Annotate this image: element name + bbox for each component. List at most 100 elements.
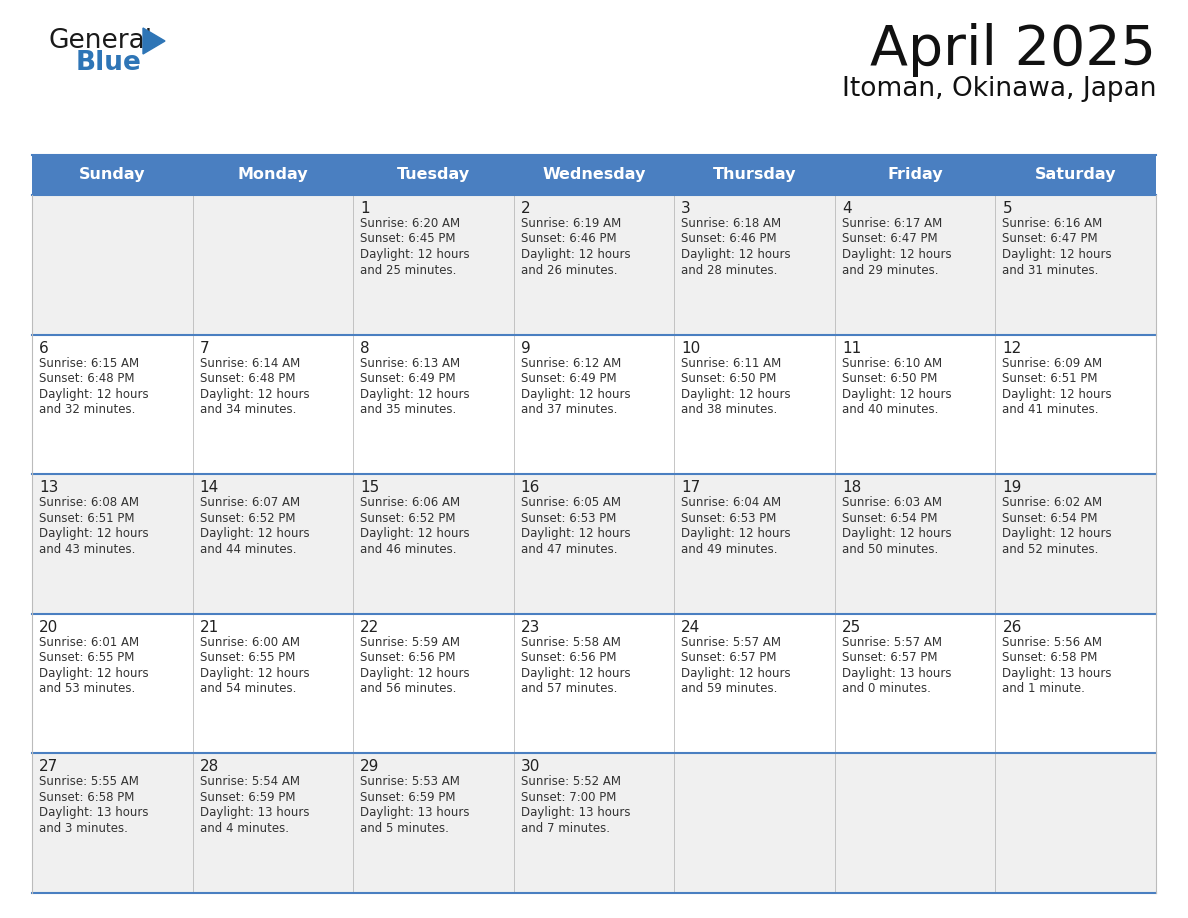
Text: Sunrise: 6:20 AM: Sunrise: 6:20 AM bbox=[360, 217, 460, 230]
Text: Sunset: 6:50 PM: Sunset: 6:50 PM bbox=[842, 372, 937, 385]
Text: Sunset: 6:59 PM: Sunset: 6:59 PM bbox=[200, 791, 295, 804]
Text: Daylight: 12 hours: Daylight: 12 hours bbox=[200, 527, 309, 540]
Text: Sunset: 6:49 PM: Sunset: 6:49 PM bbox=[520, 372, 617, 385]
Text: Sunrise: 6:17 AM: Sunrise: 6:17 AM bbox=[842, 217, 942, 230]
Text: 7: 7 bbox=[200, 341, 209, 355]
Text: Sunrise: 5:57 AM: Sunrise: 5:57 AM bbox=[842, 636, 942, 649]
Text: and 26 minutes.: and 26 minutes. bbox=[520, 263, 618, 276]
Text: 11: 11 bbox=[842, 341, 861, 355]
Polygon shape bbox=[143, 28, 165, 54]
Text: Sunset: 6:51 PM: Sunset: 6:51 PM bbox=[39, 511, 134, 525]
Text: Sunrise: 6:05 AM: Sunrise: 6:05 AM bbox=[520, 497, 620, 509]
Text: and 49 minutes.: and 49 minutes. bbox=[681, 543, 778, 555]
Text: Daylight: 13 hours: Daylight: 13 hours bbox=[842, 666, 952, 680]
Text: Daylight: 13 hours: Daylight: 13 hours bbox=[200, 806, 309, 820]
Text: 2: 2 bbox=[520, 201, 530, 216]
Text: 26: 26 bbox=[1003, 620, 1022, 635]
Text: Sunrise: 6:15 AM: Sunrise: 6:15 AM bbox=[39, 356, 139, 370]
Text: 30: 30 bbox=[520, 759, 541, 775]
Text: 21: 21 bbox=[200, 620, 219, 635]
Text: 23: 23 bbox=[520, 620, 541, 635]
Text: Sunset: 6:52 PM: Sunset: 6:52 PM bbox=[360, 511, 456, 525]
Text: and 46 minutes.: and 46 minutes. bbox=[360, 543, 456, 555]
Text: Daylight: 12 hours: Daylight: 12 hours bbox=[842, 527, 952, 540]
Text: 10: 10 bbox=[681, 341, 701, 355]
Text: 25: 25 bbox=[842, 620, 861, 635]
Text: Daylight: 12 hours: Daylight: 12 hours bbox=[520, 666, 631, 680]
Text: 24: 24 bbox=[681, 620, 701, 635]
Text: Daylight: 12 hours: Daylight: 12 hours bbox=[39, 527, 148, 540]
Text: and 3 minutes.: and 3 minutes. bbox=[39, 822, 128, 834]
Text: Sunrise: 6:00 AM: Sunrise: 6:00 AM bbox=[200, 636, 299, 649]
Text: and 7 minutes.: and 7 minutes. bbox=[520, 822, 609, 834]
Text: and 40 minutes.: and 40 minutes. bbox=[842, 403, 939, 416]
Text: Sunrise: 6:08 AM: Sunrise: 6:08 AM bbox=[39, 497, 139, 509]
Text: Sunset: 6:51 PM: Sunset: 6:51 PM bbox=[1003, 372, 1098, 385]
Text: Blue: Blue bbox=[76, 50, 141, 76]
Text: Friday: Friday bbox=[887, 167, 943, 183]
Text: Daylight: 12 hours: Daylight: 12 hours bbox=[1003, 527, 1112, 540]
Text: Wednesday: Wednesday bbox=[542, 167, 646, 183]
Text: Daylight: 12 hours: Daylight: 12 hours bbox=[842, 387, 952, 400]
Text: 12: 12 bbox=[1003, 341, 1022, 355]
Text: 3: 3 bbox=[681, 201, 691, 216]
Text: and 44 minutes.: and 44 minutes. bbox=[200, 543, 296, 555]
Text: and 41 minutes.: and 41 minutes. bbox=[1003, 403, 1099, 416]
Text: Sunrise: 6:14 AM: Sunrise: 6:14 AM bbox=[200, 356, 299, 370]
Text: and 47 minutes.: and 47 minutes. bbox=[520, 543, 618, 555]
Text: Sunrise: 6:07 AM: Sunrise: 6:07 AM bbox=[200, 497, 299, 509]
Text: Sunrise: 6:19 AM: Sunrise: 6:19 AM bbox=[520, 217, 621, 230]
Text: Sunrise: 5:55 AM: Sunrise: 5:55 AM bbox=[39, 776, 139, 789]
Text: Daylight: 12 hours: Daylight: 12 hours bbox=[1003, 248, 1112, 261]
Bar bbox=[32, 614, 1156, 754]
Text: Sunday: Sunday bbox=[80, 167, 146, 183]
Text: and 5 minutes.: and 5 minutes. bbox=[360, 822, 449, 834]
Text: Daylight: 13 hours: Daylight: 13 hours bbox=[520, 806, 630, 820]
Text: 19: 19 bbox=[1003, 480, 1022, 495]
Text: Sunset: 6:46 PM: Sunset: 6:46 PM bbox=[520, 232, 617, 245]
Text: Sunrise: 6:04 AM: Sunrise: 6:04 AM bbox=[681, 497, 782, 509]
Text: Sunrise: 5:59 AM: Sunrise: 5:59 AM bbox=[360, 636, 460, 649]
Text: Sunset: 6:45 PM: Sunset: 6:45 PM bbox=[360, 232, 456, 245]
Text: and 54 minutes.: and 54 minutes. bbox=[200, 682, 296, 695]
Text: Sunrise: 6:11 AM: Sunrise: 6:11 AM bbox=[681, 356, 782, 370]
Text: 28: 28 bbox=[200, 759, 219, 775]
Bar bbox=[32, 155, 1156, 195]
Text: and 28 minutes.: and 28 minutes. bbox=[681, 263, 778, 276]
Text: Sunrise: 6:01 AM: Sunrise: 6:01 AM bbox=[39, 636, 139, 649]
Text: Daylight: 12 hours: Daylight: 12 hours bbox=[681, 248, 791, 261]
Text: Itoman, Okinawa, Japan: Itoman, Okinawa, Japan bbox=[841, 76, 1156, 102]
Text: Sunset: 6:55 PM: Sunset: 6:55 PM bbox=[39, 651, 134, 665]
Text: Daylight: 12 hours: Daylight: 12 hours bbox=[39, 387, 148, 400]
Text: 16: 16 bbox=[520, 480, 541, 495]
Text: Sunrise: 6:09 AM: Sunrise: 6:09 AM bbox=[1003, 356, 1102, 370]
Text: Sunset: 6:54 PM: Sunset: 6:54 PM bbox=[842, 511, 937, 525]
Text: and 57 minutes.: and 57 minutes. bbox=[520, 682, 617, 695]
Text: Sunset: 6:56 PM: Sunset: 6:56 PM bbox=[520, 651, 617, 665]
Text: Sunset: 6:50 PM: Sunset: 6:50 PM bbox=[681, 372, 777, 385]
Text: Sunrise: 5:58 AM: Sunrise: 5:58 AM bbox=[520, 636, 620, 649]
Text: 29: 29 bbox=[360, 759, 379, 775]
Text: General: General bbox=[48, 28, 152, 54]
Text: 15: 15 bbox=[360, 480, 379, 495]
Text: 20: 20 bbox=[39, 620, 58, 635]
Text: Daylight: 12 hours: Daylight: 12 hours bbox=[39, 666, 148, 680]
Text: Daylight: 12 hours: Daylight: 12 hours bbox=[360, 387, 469, 400]
Text: Sunset: 6:48 PM: Sunset: 6:48 PM bbox=[200, 372, 295, 385]
Text: and 37 minutes.: and 37 minutes. bbox=[520, 403, 617, 416]
Text: Sunrise: 6:18 AM: Sunrise: 6:18 AM bbox=[681, 217, 782, 230]
Text: Sunset: 6:56 PM: Sunset: 6:56 PM bbox=[360, 651, 456, 665]
Text: 13: 13 bbox=[39, 480, 58, 495]
Text: Sunset: 6:54 PM: Sunset: 6:54 PM bbox=[1003, 511, 1098, 525]
Text: and 25 minutes.: and 25 minutes. bbox=[360, 263, 456, 276]
Text: Sunrise: 6:10 AM: Sunrise: 6:10 AM bbox=[842, 356, 942, 370]
Text: Daylight: 12 hours: Daylight: 12 hours bbox=[842, 248, 952, 261]
Text: Daylight: 12 hours: Daylight: 12 hours bbox=[200, 666, 309, 680]
Text: Sunset: 6:53 PM: Sunset: 6:53 PM bbox=[520, 511, 617, 525]
Text: 14: 14 bbox=[200, 480, 219, 495]
Text: Daylight: 12 hours: Daylight: 12 hours bbox=[520, 527, 631, 540]
Text: Daylight: 13 hours: Daylight: 13 hours bbox=[1003, 666, 1112, 680]
Text: Sunset: 6:59 PM: Sunset: 6:59 PM bbox=[360, 791, 456, 804]
Text: Sunrise: 6:06 AM: Sunrise: 6:06 AM bbox=[360, 497, 460, 509]
Text: Daylight: 13 hours: Daylight: 13 hours bbox=[360, 806, 469, 820]
